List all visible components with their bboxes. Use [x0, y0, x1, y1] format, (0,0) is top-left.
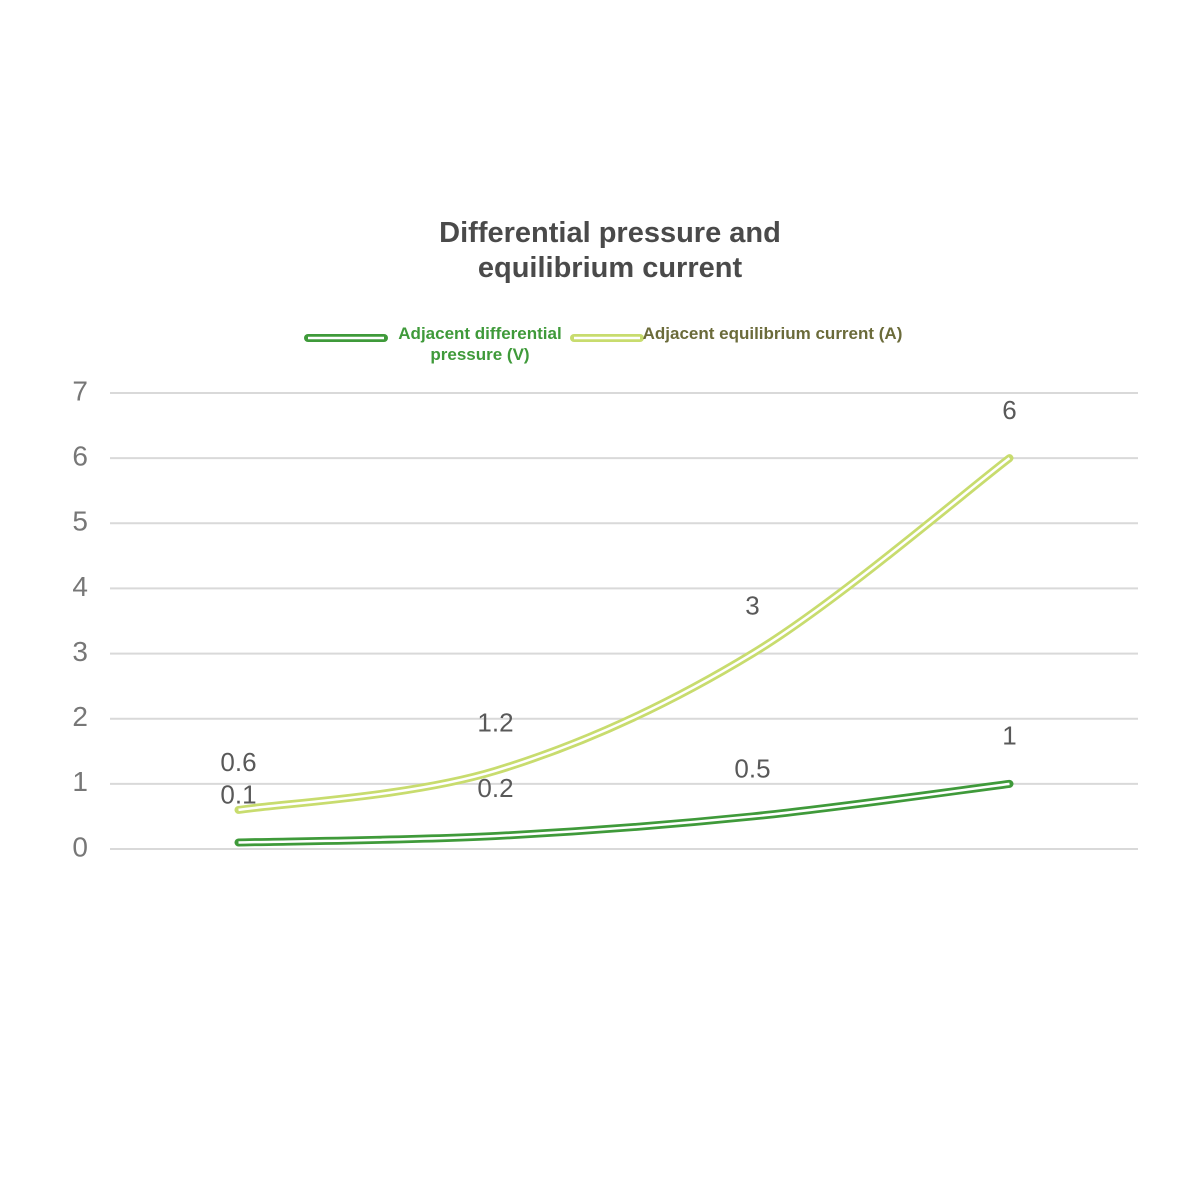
data-label: 3 [745, 590, 759, 620]
data-label: 6 [1002, 395, 1016, 425]
y-tick-label: 2 [72, 701, 88, 732]
y-tick-label: 6 [72, 441, 88, 472]
y-tick-label: 3 [72, 636, 88, 667]
data-label: 1.2 [477, 708, 513, 738]
series-line-highlight [238, 457, 1011, 812]
y-tick-label: 0 [72, 831, 88, 862]
y-tick-label: 5 [72, 506, 88, 537]
legend-label: Adjacent differential pressure (V) [398, 324, 562, 364]
y-tick-label: 1 [72, 766, 88, 797]
data-label: 0.6 [220, 747, 256, 777]
series-line [234, 454, 1014, 814]
data-label: 0.5 [734, 753, 770, 783]
series-line-highlight [238, 782, 1010, 844]
y-tick-label: 4 [72, 571, 88, 602]
legend-label: Adjacent equilibrium current (A) [642, 324, 903, 343]
y-tick-label: 7 [72, 375, 88, 406]
chart-title: Differential pressure and equilibrium cu… [439, 217, 781, 284]
data-label: 1 [1002, 721, 1016, 751]
series-line [234, 779, 1014, 847]
